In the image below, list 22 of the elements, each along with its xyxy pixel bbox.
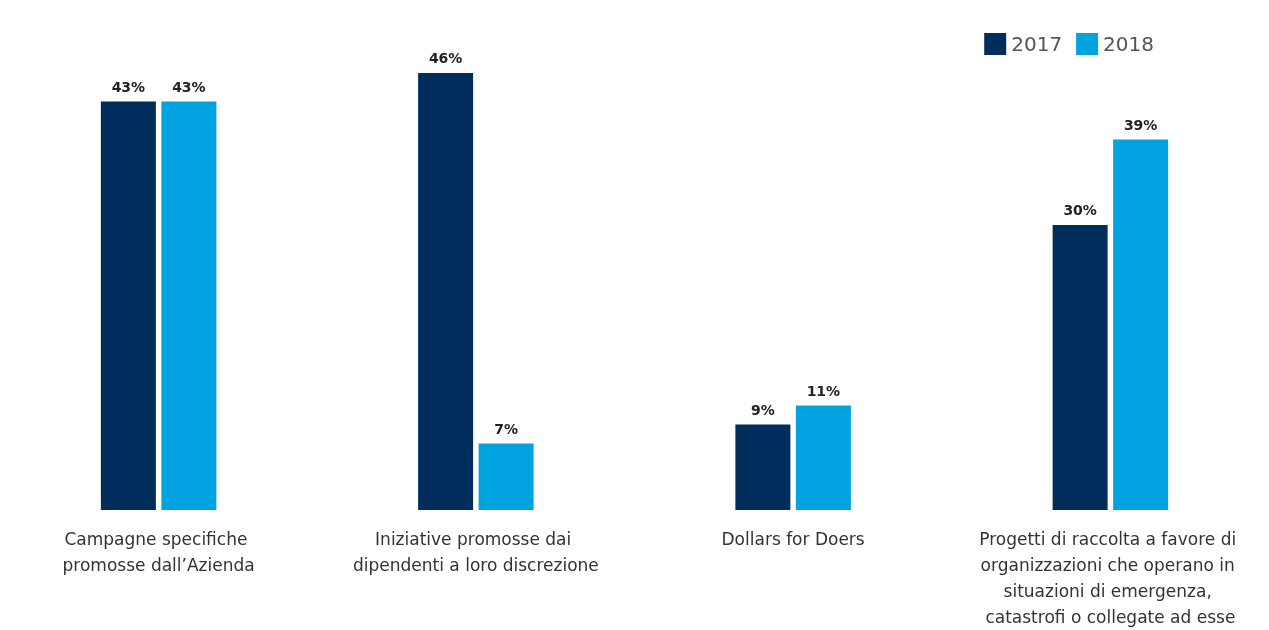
bar: [161, 101, 217, 510]
data-label: 11%: [806, 382, 841, 399]
data-label: 43%: [172, 78, 206, 95]
bar: [100, 101, 156, 510]
data-label: 9%: [750, 401, 775, 418]
x-tick-label: Progetti di raccolta a favore di organizzazioni che operano in situazioni di emergenza, catastrofi o collegate ad esse: [979, 529, 1242, 627]
data-label: 39%: [1123, 116, 1158, 133]
bar: [1113, 139, 1169, 510]
bar: [795, 405, 851, 510]
x-tick-label: Campagne specifiche promosse dall’Azienda: [62, 529, 255, 575]
x-tick-label: Dollars for Doers: [721, 529, 865, 549]
bar: [1052, 225, 1108, 510]
data-label: 30%: [1063, 202, 1097, 218]
x-tick-label: Iniziative promosse dai dipendenti a loro discrezione: [352, 529, 599, 575]
bar: [478, 443, 534, 510]
data-label: 43%: [111, 78, 146, 95]
data-label: 7%: [494, 420, 519, 437]
data-label: 46%: [428, 50, 463, 66]
bar: [418, 73, 474, 510]
bar: [735, 424, 791, 510]
legend-label: 2018: [1103, 32, 1155, 56]
legend-label: 2017: [1011, 32, 1063, 56]
